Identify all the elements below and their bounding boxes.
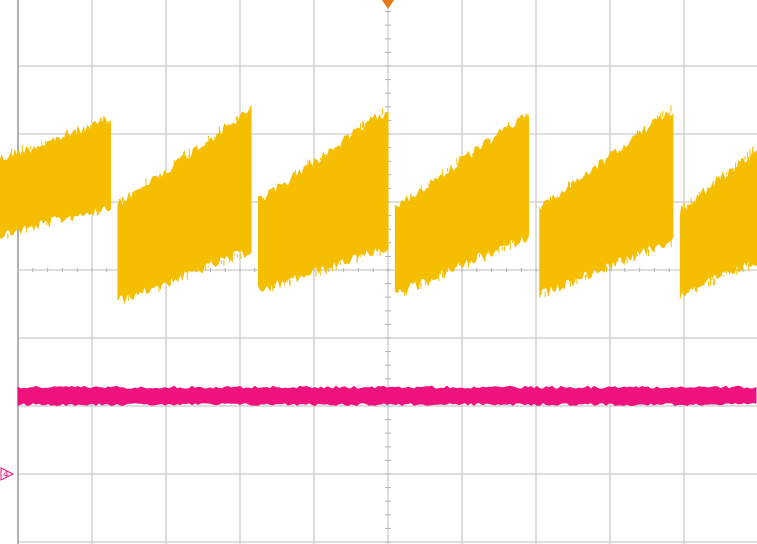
channel-marker-arrow	[0, 467, 15, 481]
ch4-flat-trace	[17, 385, 757, 407]
ch1-noise-spikes	[395, 112, 529, 296]
ch1-sawtooth-ramp	[539, 110, 674, 298]
ch1-noise-spikes	[258, 108, 385, 292]
channel-marker-label: 1	[3, 198, 9, 208]
ch1-noise-spikes	[541, 105, 672, 297]
graticule-center-ticks	[17, 11, 744, 543]
channel-marker-arrow	[0, 195, 15, 209]
channel-markers: 14	[0, 195, 15, 481]
ch1-noise-spikes	[680, 146, 757, 294]
trigger-position-marker[interactable]	[382, 0, 394, 9]
ch1-noise-spikes	[0, 116, 111, 239]
channel-marker-label: 4	[3, 470, 9, 480]
waveforms	[0, 105, 757, 407]
ch1-noise-spikes	[117, 111, 251, 301]
